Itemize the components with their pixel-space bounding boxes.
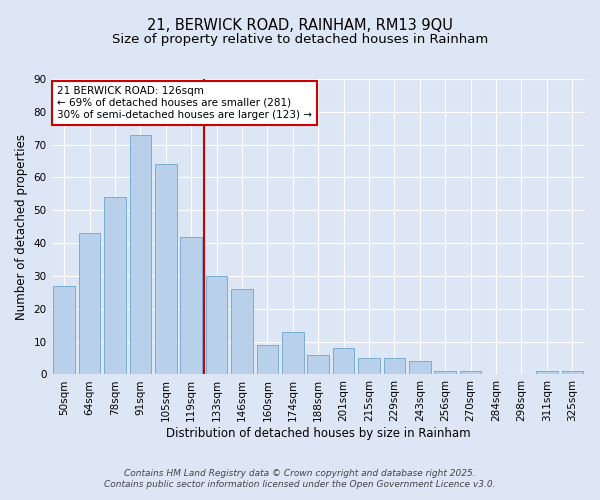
Bar [562,371,583,374]
Bar [460,371,481,374]
Bar [130,135,151,374]
Bar [257,345,278,374]
X-axis label: Distribution of detached houses by size in Rainham: Distribution of detached houses by size … [166,427,470,440]
Bar [434,371,456,374]
Text: Size of property relative to detached houses in Rainham: Size of property relative to detached ho… [112,32,488,46]
Bar [231,289,253,374]
Bar [358,358,380,374]
Text: Contains HM Land Registry data © Crown copyright and database right 2025.: Contains HM Land Registry data © Crown c… [124,468,476,477]
Bar [383,358,405,374]
Bar [282,332,304,374]
Bar [333,348,355,374]
Bar [181,236,202,374]
Text: 21, BERWICK ROAD, RAINHAM, RM13 9QU: 21, BERWICK ROAD, RAINHAM, RM13 9QU [147,18,453,32]
Text: 21 BERWICK ROAD: 126sqm
← 69% of detached houses are smaller (281)
30% of semi-d: 21 BERWICK ROAD: 126sqm ← 69% of detache… [57,86,312,120]
Bar [155,164,176,374]
Bar [104,197,126,374]
Bar [206,276,227,374]
Bar [536,371,557,374]
Bar [53,286,75,374]
Bar [79,234,100,374]
Bar [307,355,329,374]
Text: Contains public sector information licensed under the Open Government Licence v3: Contains public sector information licen… [104,480,496,489]
Bar [409,362,431,374]
Y-axis label: Number of detached properties: Number of detached properties [15,134,28,320]
